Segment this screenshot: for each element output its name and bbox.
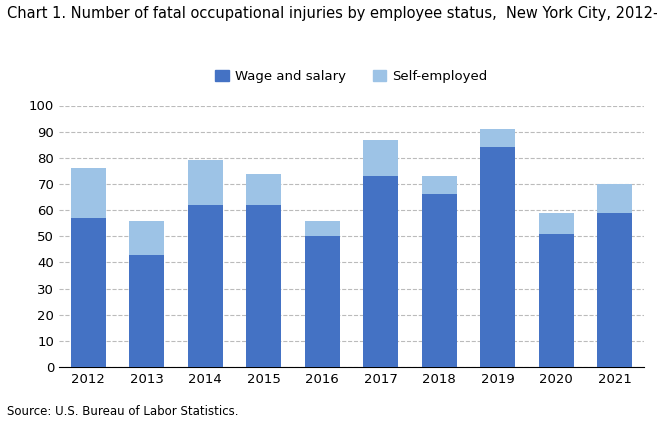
Bar [188, 205, 223, 367]
Bar [246, 205, 281, 367]
Bar [246, 173, 281, 205]
Bar [129, 221, 164, 254]
Bar [71, 218, 106, 367]
Bar [480, 147, 515, 367]
Bar [305, 236, 340, 367]
Bar [480, 129, 515, 147]
Bar [539, 213, 574, 234]
Bar [71, 168, 106, 218]
Text: Source: U.S. Bureau of Labor Statistics.: Source: U.S. Bureau of Labor Statistics. [7, 405, 238, 418]
Text: Chart 1. Number of fatal occupational injuries by employee status,  New York Cit: Chart 1. Number of fatal occupational in… [7, 6, 657, 22]
Bar [422, 195, 457, 367]
Bar [597, 184, 632, 213]
Bar [129, 254, 164, 367]
Bar [305, 221, 340, 236]
Legend: Wage and salary, Self-employed: Wage and salary, Self-employed [213, 68, 490, 86]
Bar [539, 234, 574, 367]
Bar [188, 160, 223, 205]
Bar [597, 213, 632, 367]
Bar [363, 176, 398, 367]
Bar [422, 176, 457, 195]
Bar [363, 140, 398, 176]
